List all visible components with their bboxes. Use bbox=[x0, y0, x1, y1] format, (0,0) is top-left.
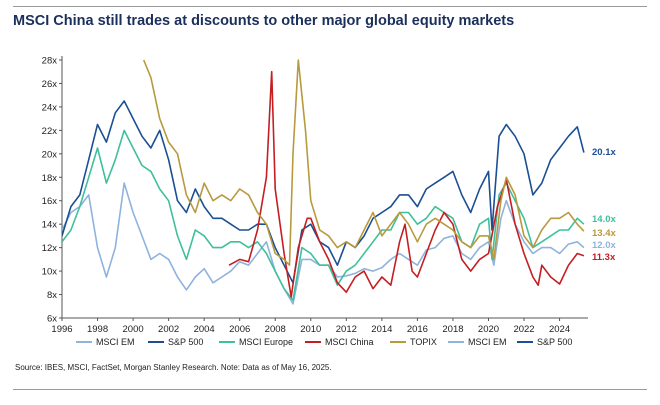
y-tick-label: 22x bbox=[42, 126, 58, 137]
series-line-topix bbox=[142, 59, 585, 266]
y-tick-label: 6x bbox=[47, 314, 57, 325]
legend-label: MSCI China bbox=[325, 337, 374, 347]
x-tick-label: 2014 bbox=[371, 324, 392, 335]
series-line-s-p-500 bbox=[62, 100, 585, 284]
end-label: 20.1x bbox=[592, 147, 616, 158]
legend: MSCI EM S&P 500 MSCI Europe MSCI China TOPIX… bbox=[76, 337, 572, 347]
x-tick-label: 2018 bbox=[442, 324, 463, 335]
line-chart: 6x 8x 10x 12x 14x 16x 18x 20x 22x 24x 26x 28x 1996 19… bbox=[42, 56, 617, 348]
x-tick-label: 2022 bbox=[513, 324, 534, 335]
y-tick-label: 24x bbox=[42, 102, 58, 113]
x-tick-label: 2004 bbox=[194, 324, 215, 335]
top-rule bbox=[13, 6, 647, 7]
x-tick-label: 2010 bbox=[300, 324, 321, 335]
x-tick-label: 2016 bbox=[407, 324, 428, 335]
end-label: 12.0x bbox=[592, 240, 616, 251]
legend-label: TOPIX bbox=[410, 337, 437, 347]
legend-label: MSCI EM bbox=[468, 337, 507, 347]
x-tick-label: 2012 bbox=[336, 324, 357, 335]
bottom-rule bbox=[13, 389, 647, 390]
y-tick-label: 28x bbox=[42, 56, 58, 67]
end-label: 11.3x bbox=[592, 252, 616, 263]
y-tick-label: 12x bbox=[42, 243, 58, 254]
legend-label: S&P 500 bbox=[537, 337, 572, 347]
x-tick-label: 2008 bbox=[265, 324, 286, 335]
x-tick-label: 2024 bbox=[549, 324, 570, 335]
y-tick-label: 16x bbox=[42, 196, 58, 207]
legend-label: S&P 500 bbox=[168, 337, 203, 347]
x-tick-label: 2020 bbox=[478, 324, 499, 335]
series-lines bbox=[62, 59, 585, 305]
x-tick-label: 1998 bbox=[87, 324, 108, 335]
page-title: MSCI China still trades at discounts to … bbox=[13, 13, 515, 29]
y-tick-label: 26x bbox=[42, 79, 58, 90]
y-tick-label: 10x bbox=[42, 267, 58, 278]
y-tick-label: 8x bbox=[47, 290, 57, 301]
legend-label: MSCI EM bbox=[96, 337, 135, 347]
y-tick-label: 20x bbox=[42, 149, 58, 160]
series-line-msci-europe bbox=[62, 129, 585, 302]
source-note: Source: IBES, MSCI, FactSet, Morgan Stan… bbox=[15, 363, 332, 372]
y-tick-label: 18x bbox=[42, 173, 58, 184]
x-tick-label: 2000 bbox=[123, 324, 144, 335]
y-tick-label: 14x bbox=[42, 220, 58, 231]
x-tick-label: 2002 bbox=[158, 324, 179, 335]
end-label: 13.4x bbox=[592, 228, 616, 239]
end-label: 14.0x bbox=[592, 214, 616, 225]
axes: 6x 8x 10x 12x 14x 16x 18x 20x 22x 24x 26x 28x 1996 19… bbox=[42, 56, 588, 335]
legend-label: MSCI Europe bbox=[239, 337, 293, 347]
x-tick-label: 1996 bbox=[51, 324, 72, 335]
x-tick-label: 2006 bbox=[229, 324, 250, 335]
series-line-msci-china bbox=[228, 70, 585, 298]
